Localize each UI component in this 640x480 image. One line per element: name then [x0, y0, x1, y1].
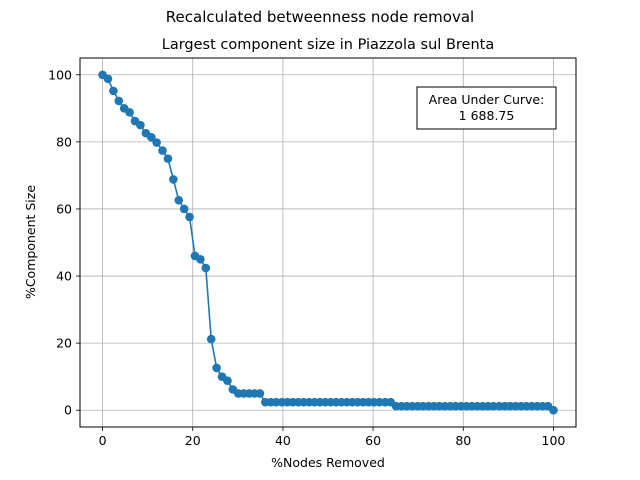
x-tick-label: 0 — [99, 433, 107, 448]
data-point — [212, 363, 221, 373]
data-point — [223, 376, 232, 386]
x-tick-label: 40 — [275, 433, 291, 448]
y-tick-label: 0 — [64, 403, 72, 418]
y-tick-label: 40 — [56, 269, 72, 284]
data-point — [174, 195, 184, 205]
plot-frame — [79, 57, 577, 428]
chart-suptitle: Recalculated betweenness node removal — [166, 8, 474, 26]
data-point — [179, 204, 189, 214]
data-point — [103, 74, 113, 84]
data-point — [206, 334, 216, 344]
data-point — [185, 212, 194, 222]
data-point — [158, 146, 167, 155]
data-point — [125, 108, 134, 117]
y-tick-label: 20 — [56, 336, 72, 351]
x-tick-label: 60 — [365, 433, 381, 448]
annotation-box — [416, 86, 557, 130]
data-point — [136, 120, 145, 130]
annotation-title: Area Under Curve: — [429, 92, 545, 107]
annotation-value: 1 688.75 — [459, 108, 515, 123]
y-tick-label: 60 — [56, 201, 72, 216]
x-tick-label: 20 — [185, 433, 201, 448]
x-tick-label: 80 — [455, 433, 471, 448]
x-axis-label: %Nodes Removed — [271, 455, 385, 470]
chart-title: Largest component size in Piazzola sul B… — [162, 37, 494, 53]
y-axis-label: %Component Size — [23, 185, 38, 299]
data-point — [255, 389, 265, 398]
y-axis-ticks: 0 20 40 60 80 100 — [48, 67, 80, 418]
data-point — [152, 138, 161, 147]
y-tick-label: 80 — [56, 134, 72, 149]
data-point — [163, 154, 173, 163]
data-point — [201, 263, 211, 273]
data-point — [146, 132, 156, 142]
x-tick-label: 100 — [542, 433, 566, 448]
data-point — [109, 86, 118, 96]
data-point — [169, 175, 178, 184]
area-under-curve-annotation: Area Under Curve: 1 688.75 — [416, 86, 557, 130]
data-point — [196, 254, 205, 264]
data-point — [114, 96, 124, 106]
series-markers — [98, 70, 558, 415]
data-point — [549, 405, 558, 415]
x-axis-ticks: 0 20 40 60 80 100 — [99, 427, 566, 448]
y-tick-label: 100 — [48, 67, 72, 82]
